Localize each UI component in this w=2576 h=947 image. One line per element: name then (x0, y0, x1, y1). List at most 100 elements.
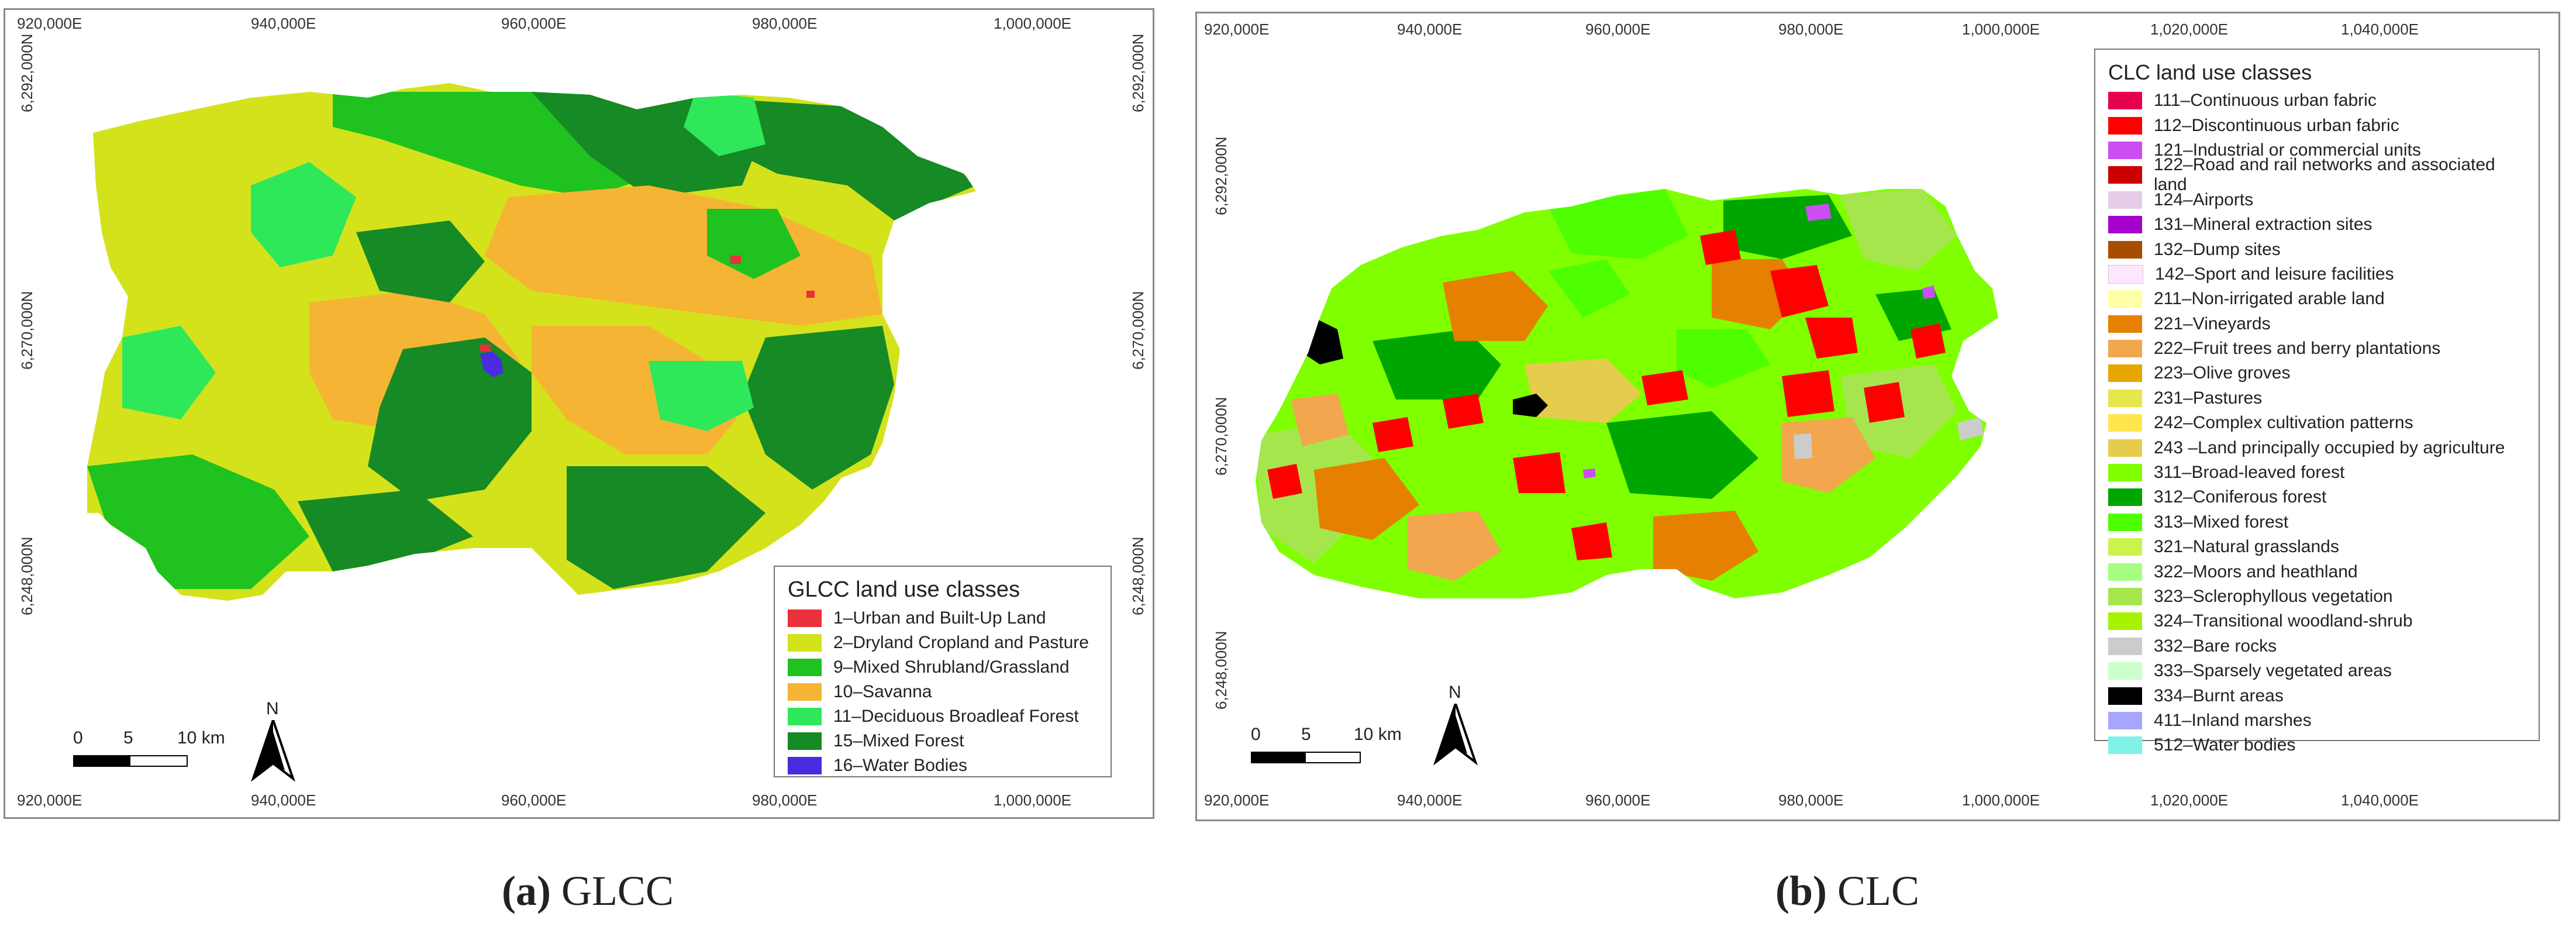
x-tick-bottom: 960,000E (501, 791, 567, 809)
legend-item: 242–Complex cultivation patterns (2108, 411, 2527, 435)
legend-item: 411–Inland marshes (2108, 708, 2527, 733)
caption-a-text: GLCC (550, 867, 674, 914)
legend-item: 16–Water Bodies (788, 753, 1099, 778)
caption-b: (b) CLC (1775, 867, 1919, 915)
legend-label: 323–Sclerophyllous vegetation (2154, 587, 2393, 606)
x-tick-top: 940,000E (1397, 20, 1463, 38)
legend-swatch (2108, 240, 2142, 259)
legend-label: 2–Dryland Cropland and Pasture (833, 633, 1089, 652)
x-tick-bottom: 1,020,000E (2150, 791, 2229, 809)
x-tick-top: 980,000E (752, 15, 818, 32)
north-arrow-icon (1433, 704, 1478, 766)
legend-item: 2–Dryland Cropland and Pasture (788, 631, 1099, 655)
legend-label: 231–Pastures (2154, 388, 2263, 408)
legend-swatch (2108, 290, 2142, 308)
legend-item: 211–Non-irrigated arable land (2108, 287, 2527, 311)
x-tick-bottom: 980,000E (1778, 791, 1844, 809)
scale-label-end: 10 km (177, 728, 225, 748)
legend-item: 313–Mixed forest (2108, 510, 2527, 535)
north-arrow-icon (250, 720, 296, 782)
x-tick-bottom: 920,000E (17, 791, 82, 809)
x-tick-top: 940,000E (251, 15, 316, 32)
legend-swatch (2108, 191, 2142, 209)
legend-swatch (2108, 389, 2142, 407)
north-arrow: N (1426, 683, 1485, 775)
north-label: N (1449, 683, 1461, 702)
caption-b-letter: (b) (1775, 867, 1827, 914)
caption-b-text: CLC (1827, 867, 1920, 914)
legend-item: 112–Discontinuous urban fabric (2108, 113, 2527, 137)
legend-item: 223–Olive groves (2108, 361, 2527, 385)
legend-swatch (2108, 538, 2142, 556)
legend-swatch (788, 634, 822, 652)
legend-label: 313–Mixed forest (2154, 512, 2289, 532)
x-tick-bottom: 920,000E (1204, 791, 1270, 809)
legend-label: 1–Urban and Built-Up Land (833, 608, 1046, 628)
legend-swatch (788, 659, 822, 676)
legend-item: 322–Moors and heathland (2108, 559, 2527, 584)
x-tick-bottom: 1,000,000E (1962, 791, 2040, 809)
legend-item: 312–Coniferous forest (2108, 485, 2527, 509)
legend-item: 124–Airports (2108, 188, 2527, 212)
legend-item: 321–Natural grasslands (2108, 535, 2527, 559)
legend-swatch (2108, 141, 2142, 159)
legend-item: 222–Fruit trees and berry plantations (2108, 336, 2527, 361)
legend-label: 124–Airports (2154, 190, 2254, 209)
caption-a: (a) GLCC (502, 867, 674, 915)
legend-swatch (2108, 588, 2142, 605)
legend-item: 311–Broad-leaved forest (2108, 460, 2527, 485)
legend-label: 131–Mineral extraction sites (2154, 215, 2372, 235)
scale-label-zero: 0 (73, 728, 83, 748)
legend-swatch (2108, 439, 2142, 457)
legend-swatch (788, 708, 822, 725)
legend-item: 243 –Land principally occupied by agricu… (2108, 435, 2527, 460)
legend-swatch (2108, 488, 2142, 507)
legend-item: 221–Vineyards (2108, 312, 2527, 336)
legend-item: 334–Burnt areas (2108, 683, 2527, 708)
legend-label: 322–Moors and heathland (2154, 562, 2358, 581)
legend-label: 242–Complex cultivation patterns (2154, 413, 2413, 433)
legend-swatch (2108, 687, 2142, 705)
legend-label: 243 –Land principally occupied by agricu… (2154, 438, 2505, 457)
legend-swatch (2108, 736, 2142, 755)
legend-swatch (2108, 116, 2142, 135)
scale-segment-light (1305, 752, 1361, 763)
legend-label: 223–Olive groves (2154, 363, 2291, 383)
x-tick-top: 960,000E (501, 15, 567, 32)
legend-swatch (2108, 315, 2142, 333)
x-tick-top: 920,000E (17, 15, 82, 32)
legend-swatch (2108, 92, 2142, 110)
legend-label: 222–Fruit trees and berry plantations (2154, 339, 2441, 359)
legend-item: 10–Savanna (788, 680, 1099, 704)
legend-rows: 1–Urban and Built-Up Land 2–Dryland Cropl… (788, 606, 1099, 778)
legend-label: 16–Water Bodies (833, 756, 968, 775)
legend-label: 9–Mixed Shrubland/Grassland (833, 657, 1070, 677)
legend-item: 1–Urban and Built-Up Land (788, 606, 1099, 631)
legend-item: 142–Sport and leisure facilities (2108, 262, 2527, 287)
legend-swatch (2108, 414, 2142, 432)
x-tick-bottom: 980,000E (752, 791, 818, 809)
legend-swatch (2108, 464, 2142, 482)
scale-label-mid: 5 (123, 728, 133, 748)
legend-swatch (2108, 264, 2143, 284)
legend-label: 121–Industrial or commercial units (2154, 140, 2421, 160)
legend-swatch (788, 609, 822, 627)
clc-map-body (1256, 189, 1998, 598)
legend-label: 312–Coniferous forest (2154, 487, 2327, 507)
legend-label: 333–Sparsely vegetated areas (2154, 661, 2392, 681)
legend-label: 411–Inland marshes (2154, 710, 2312, 730)
scale-label-zero: 0 (1251, 725, 1261, 744)
x-tick-top: 1,000,000E (994, 15, 1072, 32)
legend-item: 332–Bare rocks (2108, 634, 2527, 659)
scale-segment-dark (1251, 752, 1305, 763)
legend-label: 10–Savanna (833, 682, 932, 701)
legend-swatch (2108, 513, 2142, 531)
legend-swatch (2108, 563, 2142, 581)
legend-item: 111–Continuous urban fabric (2108, 88, 2527, 113)
legend-swatch (2108, 364, 2142, 383)
legend-label: 142–Sport and leisure facilities (2155, 264, 2394, 284)
legend-swatch (2108, 637, 2142, 655)
legend-item: 512–Water bodies (2108, 733, 2527, 757)
legend-label: 111–Continuous urban fabric (2154, 91, 2377, 111)
north-arrow: N (244, 699, 302, 786)
